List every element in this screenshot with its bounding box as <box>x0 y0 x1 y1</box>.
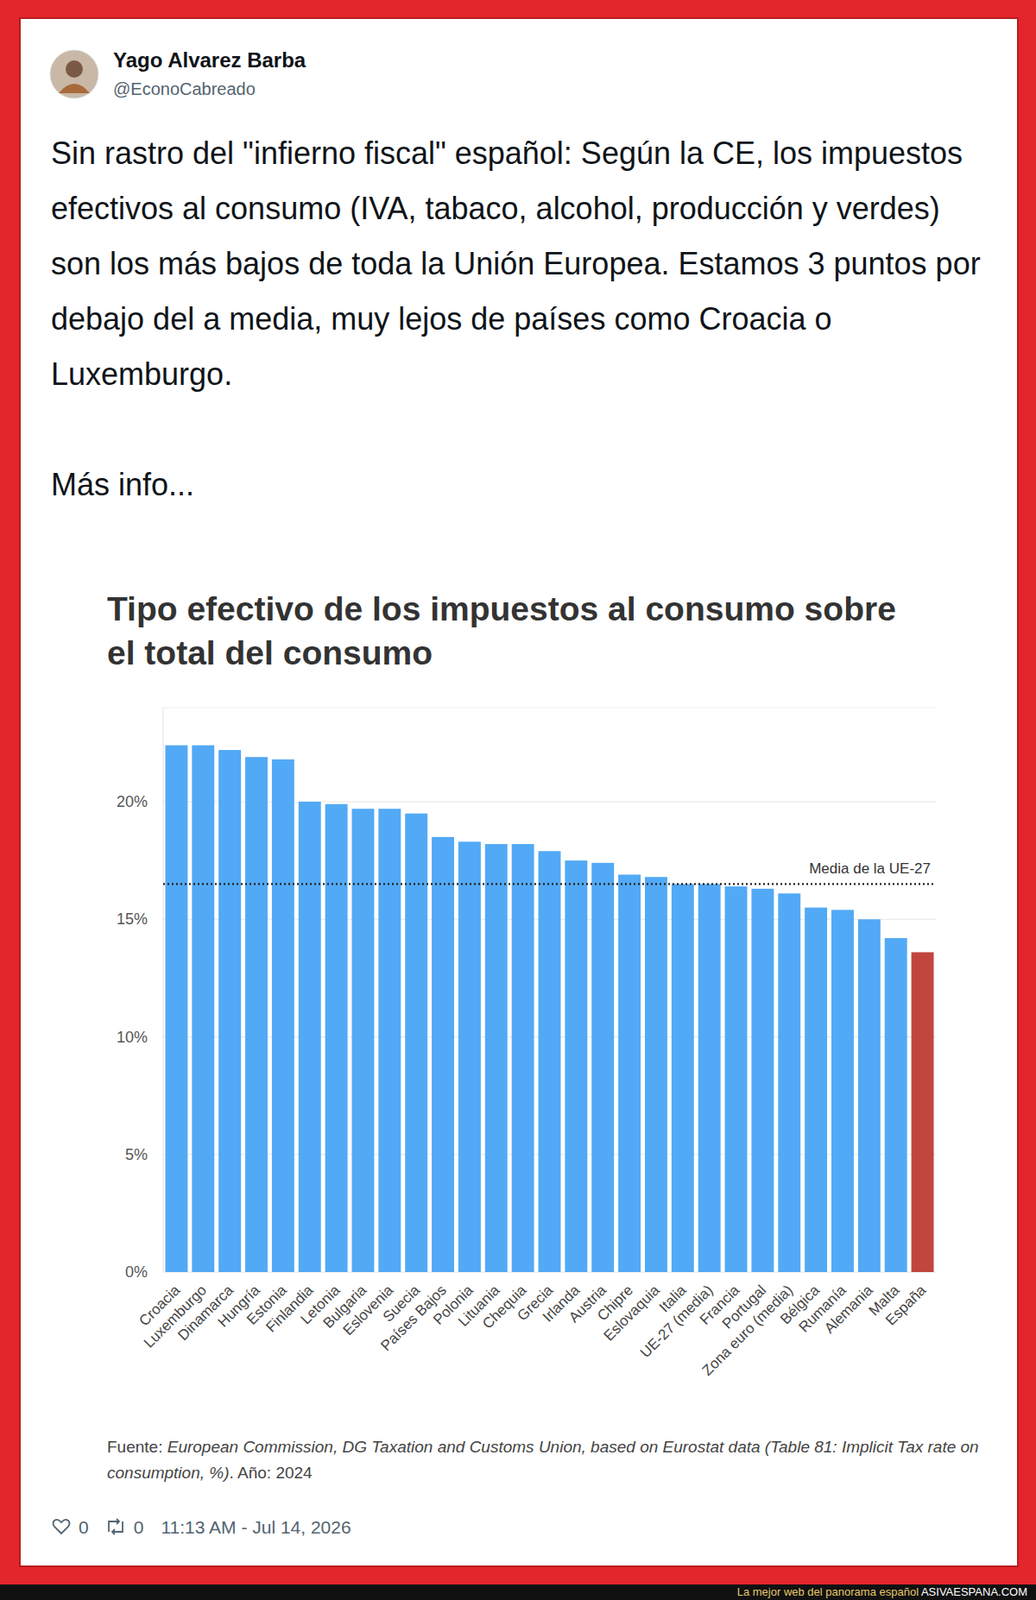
avatar-bg <box>50 50 99 99</box>
x-tick-label: Zona euro (media) <box>699 1282 796 1379</box>
bar <box>485 844 508 1273</box>
like-icon[interactable] <box>50 1516 72 1538</box>
retweet-icon[interactable] <box>104 1516 127 1538</box>
chart: 0%5%10%15%20%Media de la UE-27CroaciaLux… <box>0 0 1036 1600</box>
reference-line <box>163 883 936 885</box>
source-note: Fuente: European Commission, DG Taxation… <box>107 1434 980 1487</box>
bar <box>191 745 215 1273</box>
x-tick-label: España <box>882 1282 930 1330</box>
bars <box>163 745 936 1273</box>
tweet-footer: 0 0 11:13 AM - Jul 14, 2026 <box>50 1516 352 1543</box>
y-tick-label: 20% <box>116 793 148 811</box>
reference-label: Media de la UE-27 <box>808 860 931 878</box>
bar <box>538 851 562 1273</box>
bar <box>511 844 535 1273</box>
space <box>918 1585 922 1599</box>
source-prefix: Fuente: <box>107 1438 163 1457</box>
like-count: 0 <box>78 1517 89 1538</box>
bar <box>218 750 241 1273</box>
bar <box>164 745 188 1273</box>
bar <box>271 759 295 1273</box>
retweet-count: 0 <box>133 1517 145 1538</box>
y-tick-label: 15% <box>116 910 148 929</box>
bar <box>698 884 721 1273</box>
author-handle: @EconoCabreado <box>113 79 256 100</box>
bar <box>671 884 695 1273</box>
space <box>162 1438 167 1457</box>
bar <box>831 909 854 1273</box>
site-credit: La mejor web del panorama español ASIVAE… <box>737 1585 1028 1600</box>
bar <box>884 938 908 1273</box>
bar <box>644 877 668 1273</box>
bar <box>804 908 828 1273</box>
site-tagline: La mejor web del panorama español <box>737 1585 919 1599</box>
bar <box>751 889 774 1273</box>
avatar-head <box>65 60 83 78</box>
bar <box>378 808 401 1273</box>
bar <box>911 952 935 1273</box>
bar <box>591 863 614 1273</box>
bar <box>858 919 881 1273</box>
site-name: ASIVAESPANA.COM <box>921 1585 1028 1599</box>
y-tick-label: 10% <box>116 1029 148 1047</box>
bar <box>564 860 588 1273</box>
y-tick-label: 5% <box>125 1146 148 1164</box>
plot-top <box>163 707 936 709</box>
timestamp: 11:13 AM - Jul 14, 2026 <box>160 1517 351 1538</box>
tweet-more: Más info... <box>50 457 195 513</box>
bar <box>298 802 322 1273</box>
y-axis <box>163 707 165 1273</box>
author-name: Yago Alvarez Barba <box>113 48 306 73</box>
bar <box>325 804 348 1273</box>
bar <box>458 841 481 1273</box>
bar <box>777 893 801 1273</box>
source-suffix: . Año: 2024 <box>229 1464 313 1483</box>
bar <box>618 874 641 1273</box>
tweet-text: Sin rastro del "infierno fiscal" español… <box>50 126 988 403</box>
bar <box>431 837 455 1273</box>
avatar-body <box>58 83 90 94</box>
bar <box>725 886 748 1273</box>
avatar <box>48 48 101 101</box>
bar <box>245 757 268 1273</box>
chart-title: Tipo efectivo de los impuestos al consum… <box>107 587 919 676</box>
y-tick-label: 0% <box>125 1263 148 1282</box>
bar <box>404 814 428 1273</box>
bar <box>352 808 375 1273</box>
